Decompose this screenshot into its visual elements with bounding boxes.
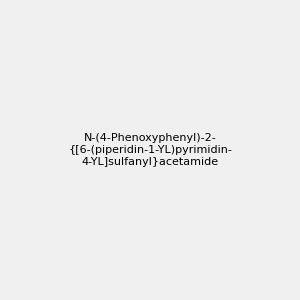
Text: N-(4-Phenoxyphenyl)-2-
{[6-(piperidin-1-YL)pyrimidin-
4-YL]sulfanyl}acetamide: N-(4-Phenoxyphenyl)-2- {[6-(piperidin-1-… — [68, 134, 232, 166]
